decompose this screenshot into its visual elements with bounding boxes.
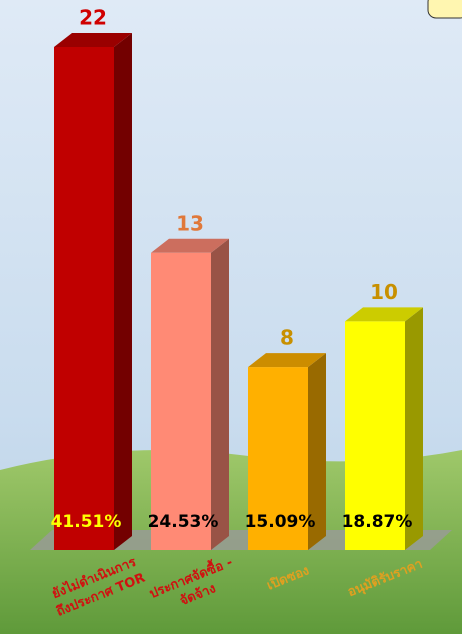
bar xyxy=(151,253,211,550)
value-label: 13 xyxy=(176,211,204,235)
percent-label: 24.53% xyxy=(148,512,219,532)
bar xyxy=(54,47,114,550)
chart: 2241.51%ยังไม่ดำเนินการถึงประกาศ TOR1324… xyxy=(0,0,462,634)
percent-label: 15.09% xyxy=(245,512,316,532)
value-label: 8 xyxy=(280,326,294,350)
value-label: 10 xyxy=(370,280,398,304)
percent-label: 41.51% xyxy=(51,512,122,532)
percent-label: 18.87% xyxy=(342,512,413,532)
corner-icon xyxy=(428,0,462,18)
bar-side xyxy=(211,239,229,550)
value-label: 22 xyxy=(79,6,107,30)
bar-side xyxy=(114,33,132,550)
